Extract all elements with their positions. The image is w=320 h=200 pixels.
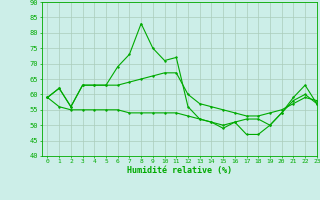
X-axis label: Humidité relative (%): Humidité relative (%) [127, 166, 232, 175]
